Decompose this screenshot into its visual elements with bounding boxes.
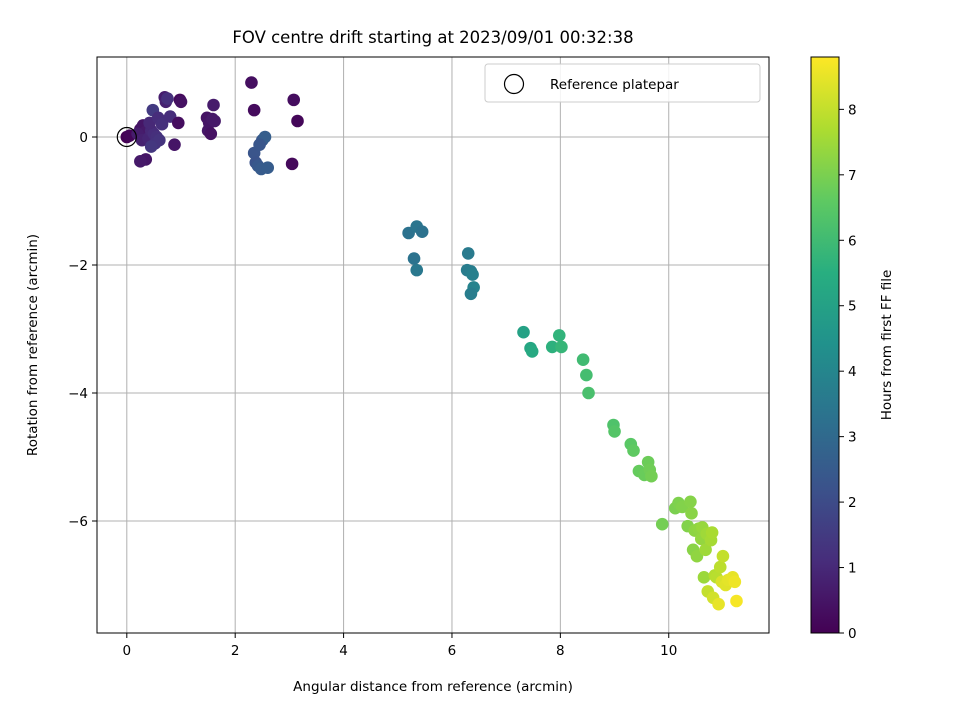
data-point <box>552 329 566 342</box>
data-point <box>155 117 169 131</box>
data-point <box>171 116 185 130</box>
grid <box>97 57 769 633</box>
x-tick-label: 8 <box>556 643 565 659</box>
y-axis-ticks: 0 −2 −4 −6 <box>68 130 97 530</box>
data-point <box>517 325 530 339</box>
data-point <box>291 114 304 128</box>
data-point <box>285 157 299 171</box>
data-point <box>645 469 658 483</box>
data-point <box>208 114 221 128</box>
data-point <box>207 98 220 112</box>
data-point <box>161 92 174 105</box>
colorbar-tick-label: 8 <box>848 102 857 118</box>
y-tick-label: 0 <box>79 130 88 146</box>
data-point <box>712 597 725 611</box>
data-point <box>261 161 275 175</box>
colorbar-tick-label: 7 <box>848 168 857 184</box>
colorbar-tick-label: 4 <box>848 364 857 380</box>
y-tick-label: −4 <box>68 386 88 402</box>
data-point <box>730 594 743 608</box>
x-axis-label: Angular distance from reference (arcmin) <box>293 679 573 695</box>
data-points <box>120 76 743 611</box>
chart-title: FOV centre drift starting at 2023/09/01 … <box>232 28 633 47</box>
data-point <box>655 517 669 531</box>
x-tick-label: 6 <box>448 643 457 659</box>
data-point <box>464 287 478 301</box>
colorbar-tick-label: 3 <box>848 430 857 446</box>
y-tick-label: −6 <box>68 514 88 530</box>
data-point <box>461 247 475 260</box>
x-tick-label: 4 <box>339 643 348 659</box>
x-tick-label: 10 <box>660 643 677 659</box>
data-point <box>287 93 301 107</box>
data-point <box>555 340 568 354</box>
data-point <box>684 495 697 509</box>
legend: Reference platepar <box>484 63 761 103</box>
data-point <box>608 425 621 438</box>
data-point <box>545 340 559 354</box>
data-point <box>728 575 742 589</box>
data-point <box>410 263 424 277</box>
data-point <box>144 140 158 153</box>
colorbar-tick-label: 1 <box>848 561 857 577</box>
legend-label: Reference platepar <box>550 77 679 93</box>
data-point <box>204 127 218 141</box>
data-point <box>716 549 730 563</box>
data-point <box>253 138 266 151</box>
y-axis-label: Rotation from reference (arcmin) <box>25 234 41 456</box>
data-point <box>582 386 595 400</box>
data-point <box>705 526 719 539</box>
data-point <box>174 95 188 109</box>
data-point <box>697 571 711 584</box>
plot-frame <box>96 56 770 634</box>
colorbar-tick-label: 6 <box>848 233 857 249</box>
data-point <box>245 76 258 89</box>
data-point <box>407 252 421 265</box>
colorbar-tick-label: 0 <box>848 626 857 642</box>
x-tick-label: 0 <box>123 643 132 659</box>
reference-marker <box>116 126 137 148</box>
reference-point <box>116 126 137 148</box>
colorbar: 0 1 2 3 4 5 6 7 8 Hours from first FF file <box>810 56 895 642</box>
data-point <box>627 444 640 457</box>
data-point <box>415 225 429 239</box>
data-point <box>685 507 698 520</box>
legend-box <box>484 63 761 103</box>
data-point <box>466 268 479 281</box>
x-axis-ticks: 0 2 4 6 8 10 <box>123 633 677 659</box>
x-tick-label: 2 <box>231 643 240 659</box>
data-point <box>580 368 593 382</box>
colorbar-label: Hours from first FF file <box>879 270 895 421</box>
data-point <box>525 345 539 358</box>
data-point <box>699 543 712 557</box>
data-point <box>576 353 590 367</box>
data-point <box>134 155 147 168</box>
colorbar-tick-label: 5 <box>848 299 857 315</box>
colorbar-tick-label: 2 <box>848 495 857 511</box>
data-point <box>713 560 727 574</box>
legend-reference-marker <box>503 73 525 95</box>
data-point <box>168 138 181 151</box>
data-point <box>247 103 261 117</box>
colorbar-gradient <box>810 56 840 634</box>
data-point <box>690 549 704 563</box>
colorbar-ticks: 0 1 2 3 4 5 6 7 8 <box>839 102 857 642</box>
y-tick-label: −2 <box>68 258 88 274</box>
